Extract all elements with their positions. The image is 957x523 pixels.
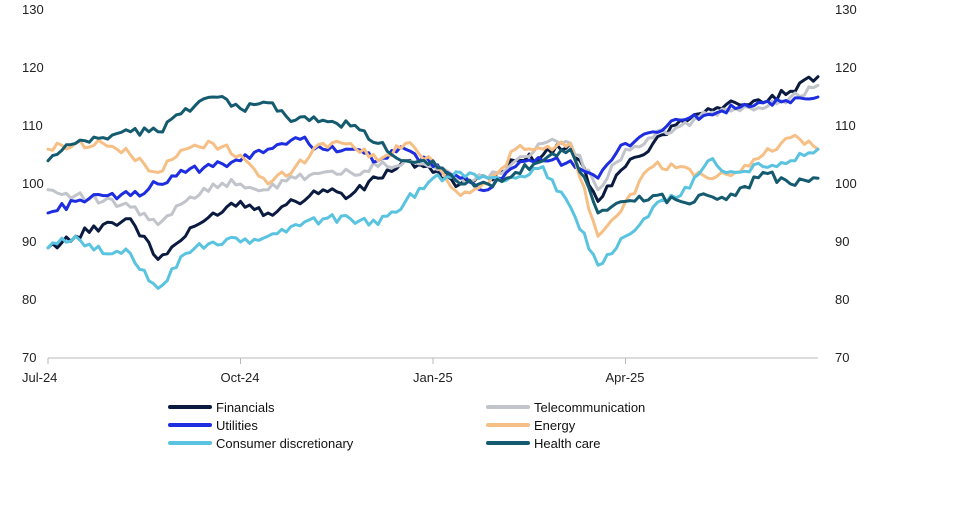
x-tick-label: Apr-25: [606, 370, 645, 385]
x-axis-ticks: Jul-24 Oct-24 Jan-25 Apr-25: [22, 358, 645, 385]
y-tick-right: 100: [835, 176, 857, 191]
legend-label: Financials: [216, 399, 275, 415]
legend-item: Financials: [168, 398, 275, 416]
legend-label: Telecommunication: [534, 399, 646, 415]
series-line-utilities: [46, 95, 820, 215]
y-tick-left: 120: [22, 60, 44, 75]
y-tick-right: 120: [835, 60, 857, 75]
y-tick-left: 70: [22, 350, 36, 365]
legend-label: Energy: [534, 417, 576, 433]
legend-swatch: [486, 423, 530, 427]
y-tick-left: 90: [22, 234, 36, 249]
y-tick-right: 110: [835, 118, 856, 133]
series-line-consumer-discretionary: [46, 147, 820, 290]
y-tick-left: 110: [22, 118, 43, 133]
legend-item: Telecommunication: [486, 398, 645, 416]
y-tick-right: 80: [835, 292, 849, 307]
y-axis-left: 70 80 90 100 110 120 130: [22, 2, 44, 365]
y-tick-left: 130: [22, 2, 44, 17]
legend-item: Consumer discretionary: [168, 434, 353, 452]
y-tick-left: 80: [22, 292, 36, 307]
legend-swatch: [168, 441, 212, 445]
legend-label: Health care: [534, 435, 601, 451]
legend-swatch: [168, 405, 212, 409]
series-lines: [46, 75, 820, 290]
legend-label: Utilities: [216, 417, 258, 433]
y-tick-right: 90: [835, 234, 849, 249]
legend-item: Utilities: [168, 416, 258, 434]
x-tick-label: Jul-24: [22, 370, 57, 385]
x-tick-label: Oct-24: [221, 370, 260, 385]
y-axis-right: 70 80 90 100 110 120 130: [835, 2, 857, 365]
series-line-health-care: [46, 95, 820, 215]
series-line-telecommunication: [46, 83, 820, 227]
legend-swatch: [168, 423, 212, 427]
legend-label: Consumer discretionary: [216, 435, 354, 451]
y-tick-left: 100: [22, 176, 44, 191]
x-tick-label: Jan-25: [413, 370, 453, 385]
legend-item: Energy: [486, 416, 575, 434]
y-tick-right: 130: [835, 2, 857, 17]
legend-swatch: [486, 405, 530, 409]
y-tick-right: 70: [835, 350, 849, 365]
legend-swatch: [486, 441, 530, 445]
legend-item: Health care: [486, 434, 600, 452]
